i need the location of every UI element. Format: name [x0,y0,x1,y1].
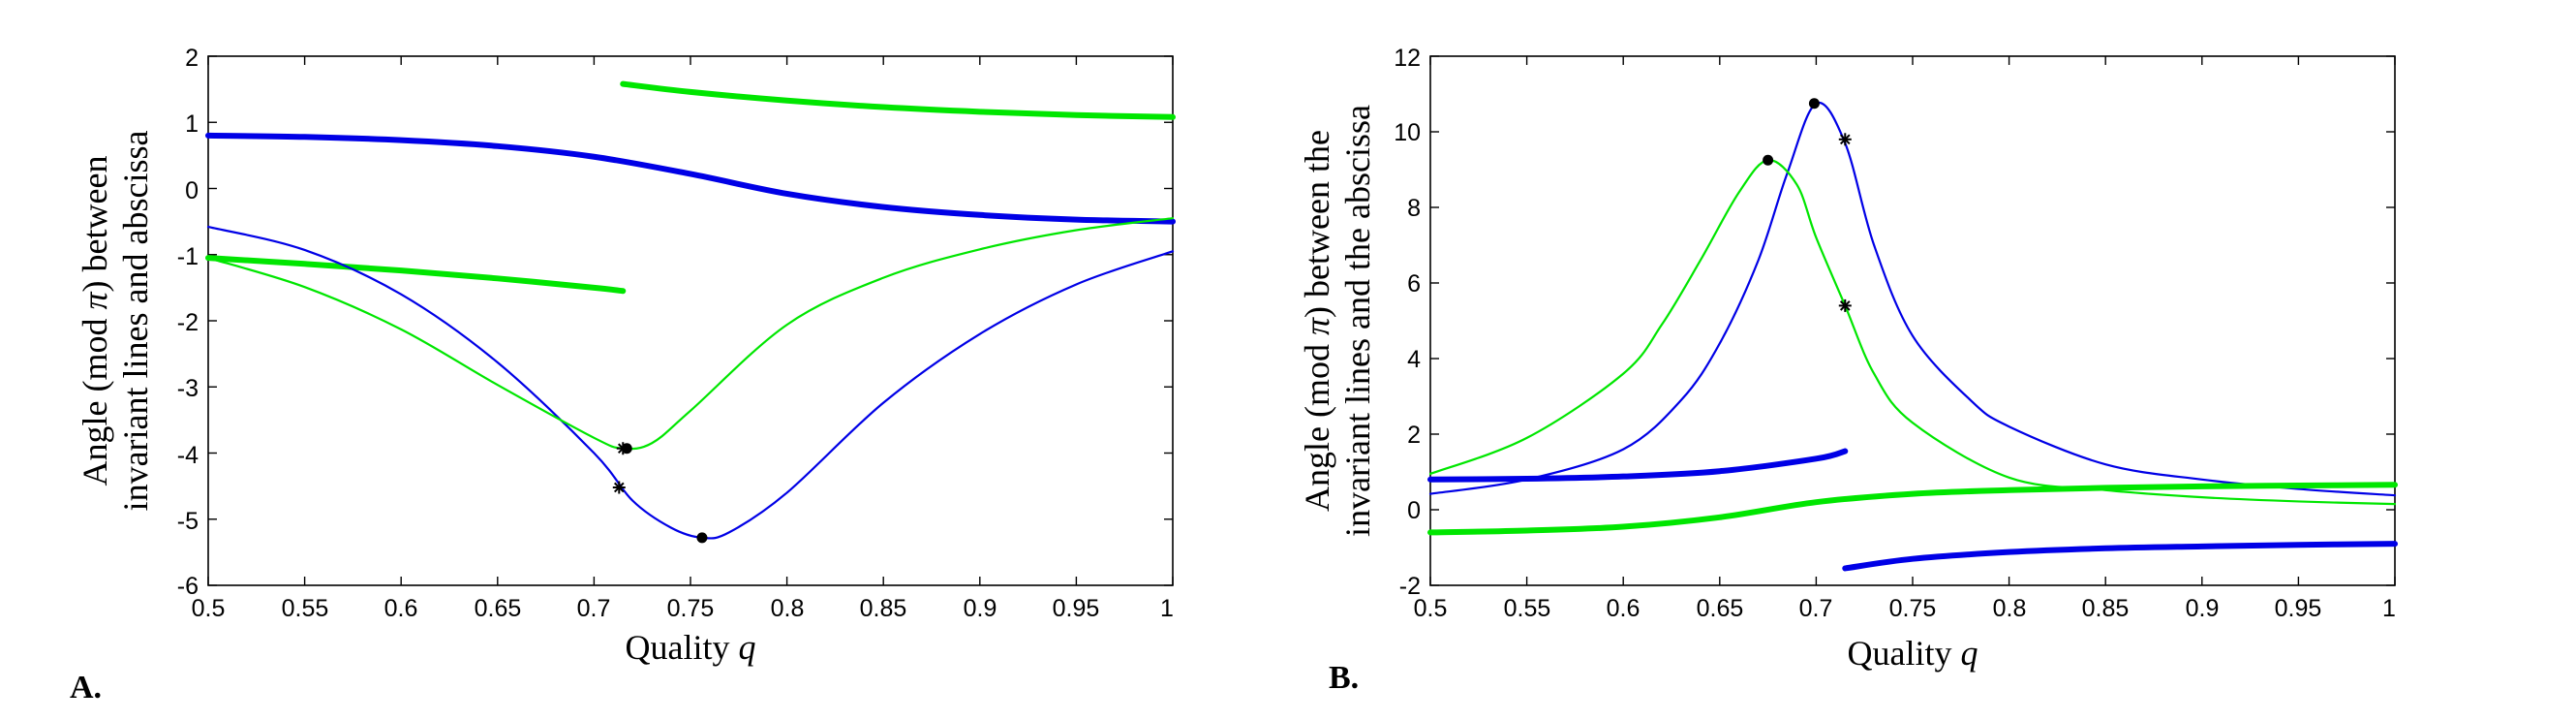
series-line-green-thick-upper [620,80,1176,120]
y-label-pre: Angle (mod [1298,335,1336,512]
series-line-green-thin [206,217,1175,451]
y-tick-label: -1 [177,243,199,270]
marker-dot [621,443,632,455]
series-line-blue-thin [206,225,1175,540]
series-line-blue-thick-lower [1842,541,2398,572]
ticks-a [207,55,1174,586]
x-tick-label: 1 [2382,595,2396,622]
marker-star-stroke [613,482,625,493]
series-line-green-thin [1428,159,2397,506]
series-b [1427,101,2398,572]
y-tick-label: 1 [185,110,199,138]
y-label-post: ) between [76,156,114,293]
y-tick-label: 0 [1407,497,1421,524]
y-axis-label-a-line1: Angle (mod π) between [76,156,114,486]
y-tick-label: -5 [177,508,199,535]
series-line-blue-thin [1428,101,2397,497]
y-tick-label: -3 [177,375,199,402]
markers-a [612,442,708,544]
marker-star [1838,133,1852,146]
x-axis-label-var: q [738,628,755,667]
y-tick-label: 2 [185,45,199,72]
plot-frame-b [1429,55,2396,586]
x-tick-label: 0.8 [1993,595,2027,622]
y-label-pi: π [1298,317,1336,335]
x-tick-label: 0.85 [2082,595,2130,622]
panel-letter-a: A. [70,670,102,705]
x-tick-label: 0.75 [667,595,715,622]
y-tick-label: 10 [1394,119,1421,146]
y-tick-label: 12 [1394,45,1421,72]
x-tick-label: 1 [1160,595,1174,622]
y-axis-label-b-line1: Angle (mod π) between the [1298,130,1336,512]
x-tick-label: 0.9 [964,595,997,622]
x-tick-label: 0.6 [1607,595,1641,622]
x-axis-label-a: Quality q [626,628,756,667]
y-tick-label: 4 [1407,346,1421,373]
x-tick-label: 0.5 [192,595,226,622]
marker-star-stroke [1839,300,1851,311]
series-line-green-thick-lower [205,255,627,295]
x-tick-label: 0.95 [2275,595,2322,622]
y-axis-label-b-line2: invariant lines and the abscissa [1338,105,1377,537]
x-tick-label: 0.7 [1799,595,1833,622]
panel-b: 0.5 0.55 0.6 0.65 0.7 0.75 0.8 0.85 0.9 … [1298,45,2398,696]
marker-star [612,481,626,494]
panel-letter-b: B. [1329,660,1359,696]
y-axis-label-a-line2: invariant lines and abscissa [116,131,155,512]
series-line-blue-thick-upper [1427,448,1849,483]
x-axis-label-b: Quality q [1848,634,1978,673]
x-tick-label: 0.65 [475,595,522,622]
marker-dot [1808,98,1820,110]
marker-star-stroke [1839,134,1851,145]
y-tick-label: -2 [177,309,199,336]
y-tick-label: 8 [1407,195,1421,222]
y-tick-label: 2 [1407,422,1421,449]
y-tick-label: -4 [177,442,199,469]
x-tick-label: 0.75 [1889,595,1937,622]
y-label-post: ) between the [1298,130,1336,318]
x-tick-label: 0.6 [384,595,418,622]
y-label-pi: π [76,292,114,310]
y-tick-label: -6 [177,573,199,600]
series-line-blue-thick-upper [205,132,1176,225]
x-axis-label-var: q [1960,634,1978,673]
panel-a: 0.5 0.55 0.6 0.65 0.7 0.75 0.8 0.85 0.9 … [70,45,1176,705]
marker-star [1838,298,1852,312]
x-tick-label: 0.85 [860,595,907,622]
x-tick-label: 0.95 [1053,595,1100,622]
x-tick-label: 0.9 [2186,595,2220,622]
x-tick-label: 0.65 [1697,595,1744,622]
x-tick-label: 0.55 [1504,595,1551,622]
markers-b [1763,98,1852,312]
series-a [205,80,1176,540]
marker-dot [696,532,708,544]
y-label-pre: Angle (mod [76,310,114,486]
marker-dot [1763,154,1774,166]
ticks-b [1429,55,2396,586]
y-tick-label: 6 [1407,270,1421,298]
x-tick-label: 0.5 [1414,595,1448,622]
x-axis-label-text: Quality [1848,634,1961,673]
x-axis-label-text: Quality [626,628,739,667]
series-line-green-thick [1427,482,2398,536]
x-tick-label: 0.7 [577,595,611,622]
y-tick-label: -2 [1399,573,1421,600]
x-tick-label: 0.8 [771,595,805,622]
x-tick-label: 0.55 [282,595,329,622]
y-tick-label: 0 [185,177,199,204]
